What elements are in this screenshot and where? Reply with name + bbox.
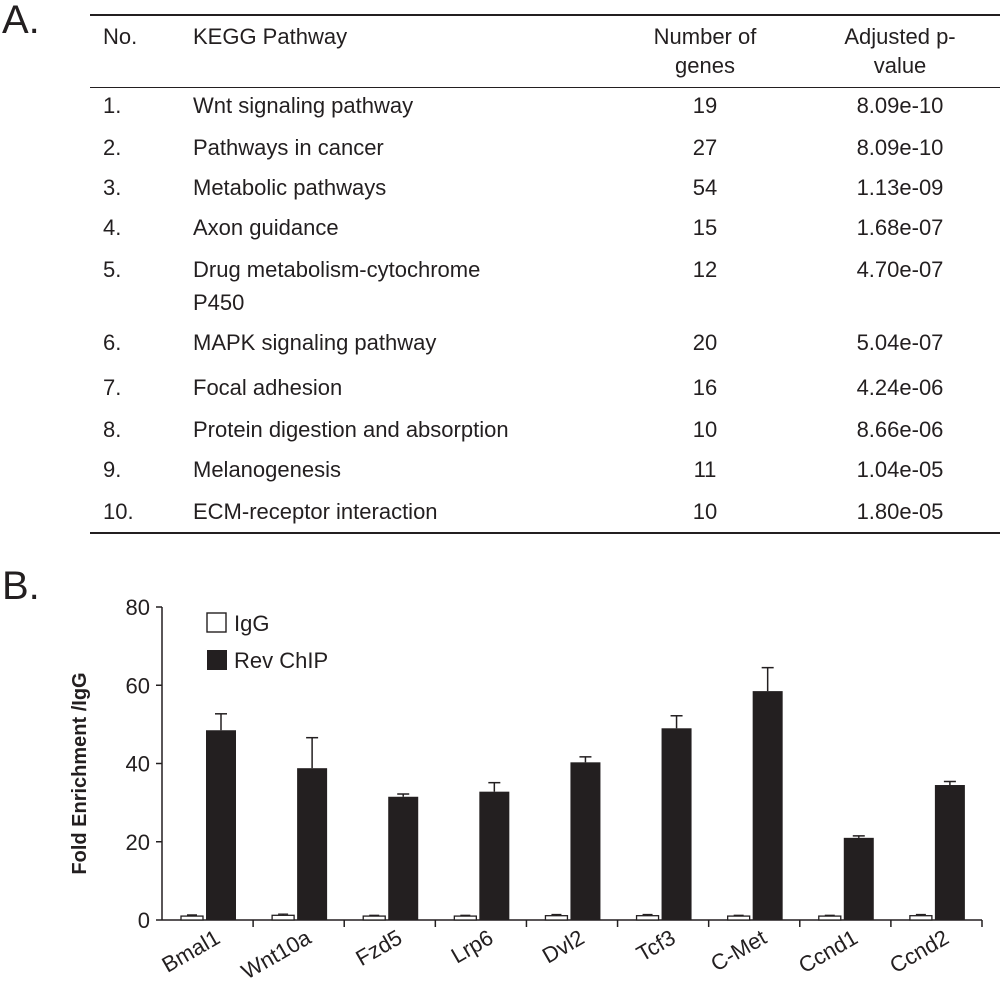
header-genes-line1: Number of bbox=[653, 24, 757, 49]
row-genes: 11 bbox=[693, 457, 717, 482]
x-category-label: Dvl2 bbox=[538, 925, 589, 969]
header-pvalue-line2: value bbox=[873, 53, 927, 78]
row-genes: 10 bbox=[692, 499, 718, 524]
row-pathway: ECM-receptor interaction bbox=[193, 499, 438, 524]
igg-bar bbox=[635, 915, 660, 921]
row-pathway: Drug metabolism-cytochrome bbox=[193, 257, 481, 282]
igg-bar bbox=[544, 915, 569, 921]
row-genes: 19 bbox=[692, 93, 718, 118]
y-tick-label: 60 bbox=[126, 673, 150, 698]
x-category-label: Wnt10a bbox=[237, 924, 316, 984]
row-pvalue: 8.09e-10 bbox=[856, 135, 944, 160]
rev-chip-bar bbox=[297, 768, 328, 920]
legend-swatch-igg bbox=[206, 612, 227, 633]
row-genes: 15 bbox=[692, 215, 718, 240]
rev-chip-bar bbox=[934, 785, 965, 920]
y-tick-label: 20 bbox=[126, 830, 150, 855]
row-pathway: Protein digestion and absorption bbox=[193, 417, 509, 442]
row-no: 4. bbox=[103, 215, 122, 240]
row-pvalue: 5.04e-07 bbox=[856, 330, 944, 355]
y-tick-label: 0 bbox=[138, 908, 150, 933]
row-pvalue: 1.80e-05 bbox=[856, 499, 944, 524]
x-category-label: Tcf3 bbox=[632, 925, 679, 967]
row-no: 7. bbox=[103, 375, 122, 400]
table-bottom-rule bbox=[90, 532, 1000, 534]
rev-chip-bar bbox=[388, 796, 419, 920]
row-no: 2. bbox=[103, 135, 122, 160]
igg-bar bbox=[909, 915, 933, 921]
header-no: No. bbox=[103, 24, 138, 49]
row-no: 9. bbox=[103, 457, 122, 482]
x-category-label: Lrp6 bbox=[447, 925, 498, 969]
x-category-label: Bmal1 bbox=[158, 925, 225, 978]
row-genes: 10 bbox=[692, 417, 718, 442]
rev-chip-bar bbox=[479, 791, 510, 920]
igg-bar bbox=[271, 914, 295, 921]
row-pathway: Wnt signaling pathway bbox=[193, 93, 414, 118]
x-category-label: Ccnd1 bbox=[794, 925, 862, 978]
rev-chip-bar bbox=[752, 691, 783, 920]
row-pvalue: 4.24e-06 bbox=[856, 375, 944, 400]
igg-bar bbox=[727, 915, 751, 921]
legend-label-igg: IgG bbox=[234, 611, 269, 636]
legend-swatch-rev-chip bbox=[207, 650, 227, 670]
row-pvalue: 4.70e-07 bbox=[856, 257, 944, 282]
y-tick-label: 80 bbox=[126, 595, 150, 620]
row-genes: 12 bbox=[692, 257, 718, 282]
y-tick-label: 40 bbox=[126, 752, 150, 777]
row-pvalue: 1.68e-07 bbox=[856, 215, 944, 240]
header-genes-line2: genes bbox=[675, 53, 735, 78]
row-pvalue: 1.13e-09 bbox=[856, 175, 944, 200]
x-category-label: Ccnd2 bbox=[885, 925, 953, 978]
row-genes: 54 bbox=[692, 175, 718, 200]
table-header-rule bbox=[90, 87, 1000, 88]
row-pathway: Metabolic pathways bbox=[193, 175, 387, 200]
panel-b-label: B. bbox=[2, 564, 40, 608]
y-axis-label: Fold Enrichment /IgG bbox=[69, 672, 91, 874]
row-genes: 16 bbox=[692, 375, 718, 400]
igg-bar bbox=[180, 915, 204, 921]
header-pvalue-line1: Adjusted p- bbox=[844, 24, 956, 49]
panel-a-label: A. bbox=[2, 0, 40, 42]
row-no: 1. bbox=[103, 93, 122, 118]
x-category-label: Fzd5 bbox=[351, 925, 406, 971]
legend-label-rev-chip: Rev ChIP bbox=[234, 648, 328, 673]
row-pathway: MAPK signaling pathway bbox=[193, 330, 437, 355]
row-no: 6. bbox=[103, 330, 122, 355]
row-no: 3. bbox=[103, 175, 122, 200]
row-pathway: Pathways in cancer bbox=[193, 135, 384, 160]
rev-chip-bar bbox=[843, 837, 874, 920]
row-no: 5. bbox=[103, 257, 122, 282]
igg-bar bbox=[818, 915, 842, 921]
row-no: 8. bbox=[103, 417, 122, 442]
igg-bar bbox=[362, 915, 386, 921]
row-pvalue: 8.66e-06 bbox=[856, 417, 944, 442]
row-pvalue: 1.04e-05 bbox=[856, 457, 944, 482]
header-pathway: KEGG Pathway bbox=[193, 24, 348, 49]
row-pathway: Melanogenesis bbox=[193, 457, 341, 482]
igg-bar bbox=[453, 915, 477, 921]
row-pathway: Axon guidance bbox=[193, 215, 339, 240]
rev-chip-bar bbox=[570, 762, 601, 920]
row-no: 10. bbox=[103, 499, 134, 524]
row-pvalue: 8.09e-10 bbox=[856, 93, 944, 118]
row-pathway: Focal adhesion bbox=[193, 375, 343, 400]
rev-chip-bar bbox=[661, 728, 692, 920]
row-pathway-line2: P450 bbox=[193, 290, 245, 315]
rev-chip-bar bbox=[206, 730, 236, 920]
table-top-rule bbox=[90, 14, 1000, 16]
row-genes: 20 bbox=[692, 330, 718, 355]
x-category-label: C-Met bbox=[706, 925, 770, 977]
row-genes: 27 bbox=[692, 135, 718, 160]
